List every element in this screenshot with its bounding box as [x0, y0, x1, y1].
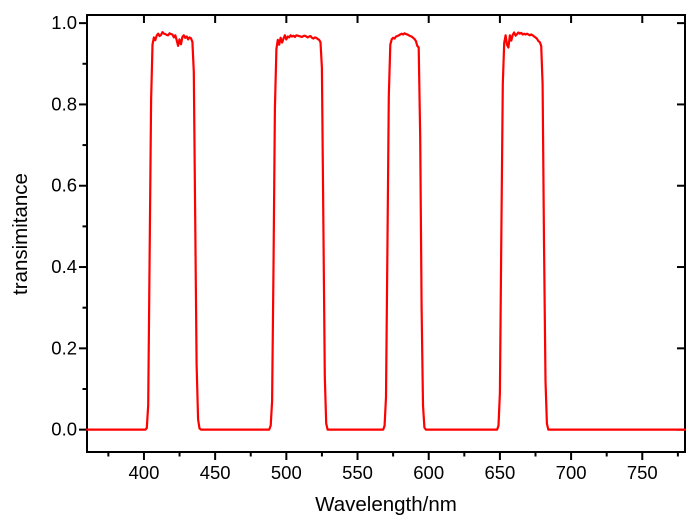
y-tick-label: 0.2 [51, 337, 77, 358]
axis-ticks [79, 15, 685, 460]
y-tick-label: 0.6 [51, 175, 77, 196]
x-tick-label: 400 [129, 462, 160, 483]
plot-border [86, 14, 686, 453]
axis-tick-labels: 400 450 500 550 600 650 700 750 0.0 0.2 0.4 0.6 0.8 1… [51, 12, 657, 483]
y-axis-label: transimitance [9, 173, 32, 295]
y-tick-label: 0.0 [51, 419, 77, 440]
y-tick-label: 0.4 [51, 256, 77, 277]
y-tick-label: 1.0 [51, 12, 77, 33]
y-tick-label: 0.8 [51, 93, 77, 114]
x-tick-label: 500 [271, 462, 302, 483]
x-tick-label: 750 [627, 462, 658, 483]
x-axis-label: Wavelength/nm [315, 493, 457, 516]
x-tick-label: 450 [200, 462, 231, 483]
x-tick-label: 550 [342, 462, 373, 483]
spectrum-curve [85, 30, 687, 431]
x-tick-label: 650 [484, 462, 515, 483]
x-tick-label: 600 [413, 462, 444, 483]
x-tick-label: 700 [556, 462, 587, 483]
